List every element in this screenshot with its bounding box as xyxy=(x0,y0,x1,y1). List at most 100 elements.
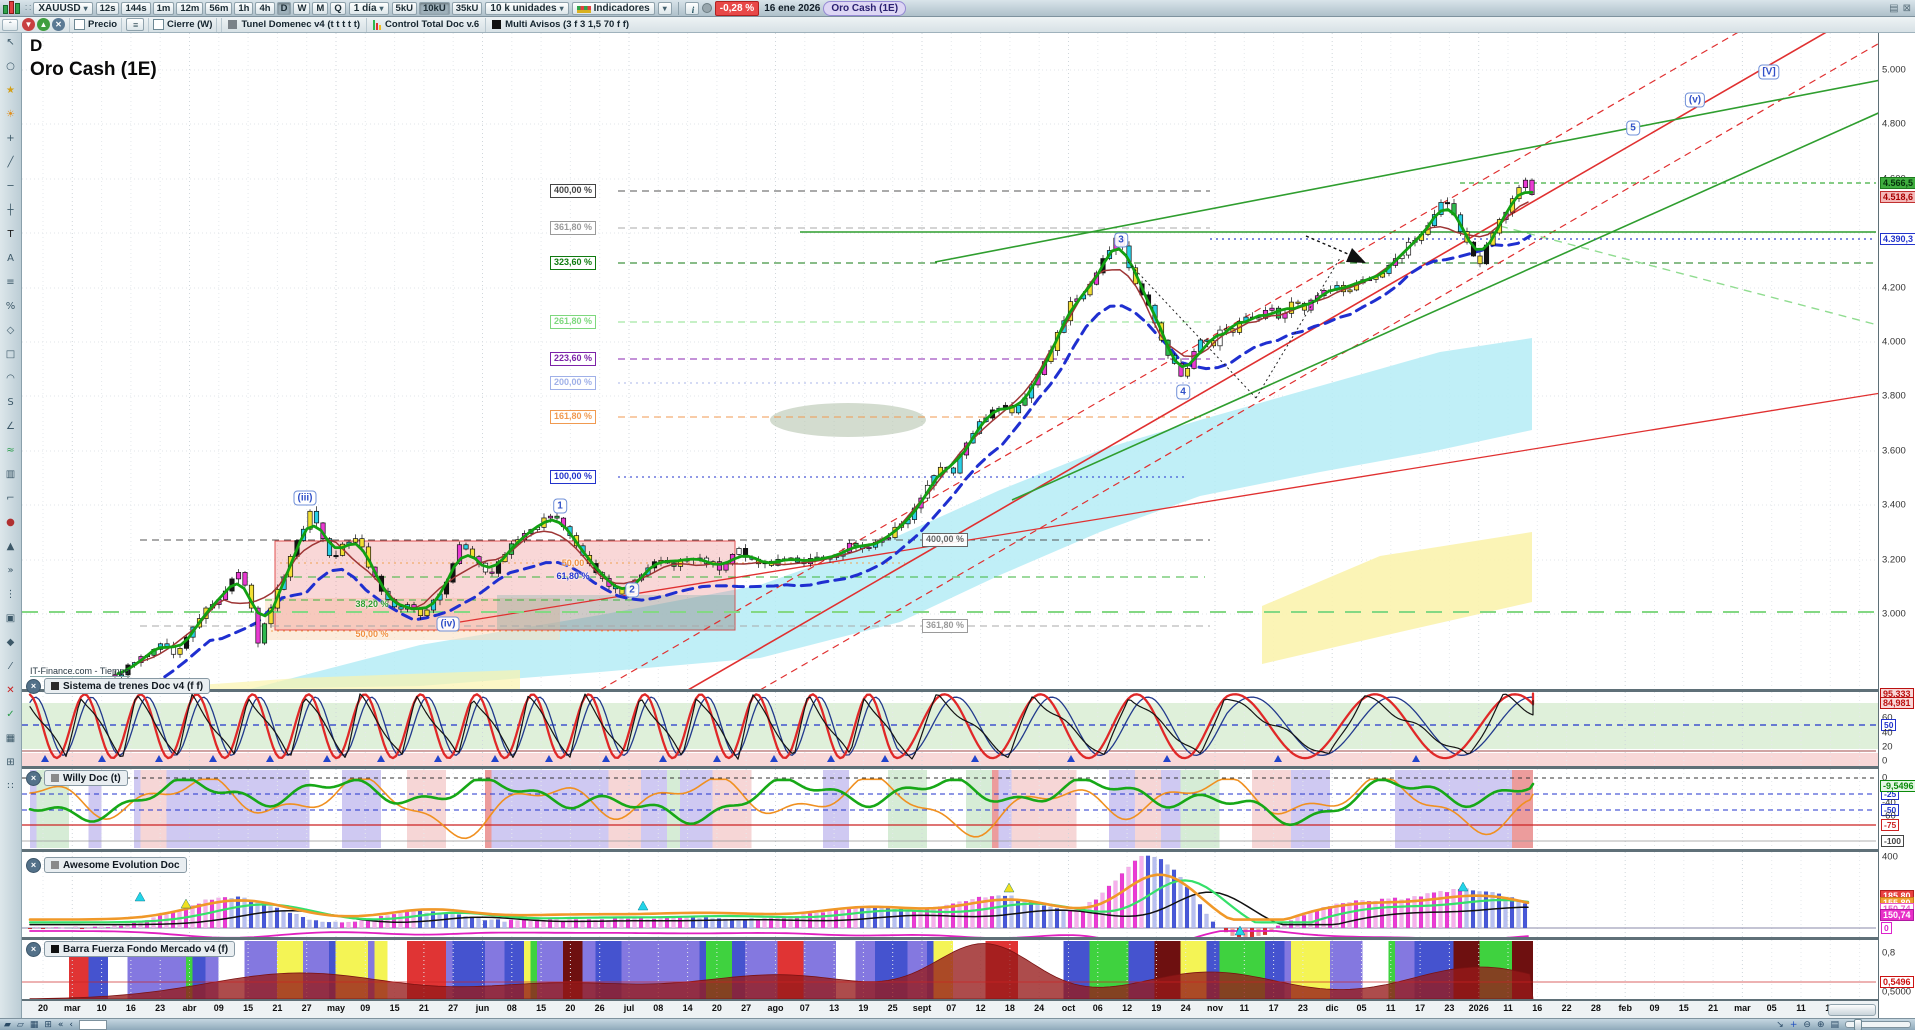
chart-link-icon[interactable]: ▰ xyxy=(4,1019,11,1030)
time-scrollbar-thumb[interactable] xyxy=(1828,1004,1876,1016)
add-indicator-button[interactable]: ▲ xyxy=(37,18,50,31)
shape-diamond-tool-icon[interactable]: ◇ xyxy=(6,325,15,336)
ray-tool-icon[interactable]: ⁄ xyxy=(9,661,12,672)
view-options-icon[interactable]: ▤ xyxy=(1830,1019,1839,1030)
window-icon-0[interactable]: ▤ xyxy=(1889,2,1899,14)
expand-tools-icon[interactable]: » xyxy=(7,565,14,576)
time-axis[interactable]: 20 mar 10 16 23 abr 09 15 21 27 may 09 15 21 27 jun 08 15… xyxy=(22,1001,1878,1018)
close-pane-button[interactable]: × xyxy=(26,857,41,873)
grid-tool-icon[interactable]: ▥ xyxy=(5,469,16,480)
barra-fuerza-pane-canvas[interactable] xyxy=(22,940,1878,999)
zoom-slider[interactable] xyxy=(1845,1019,1911,1030)
crosshair-tool-icon[interactable]: + xyxy=(6,133,15,144)
cross-tool-icon[interactable]: ┼ xyxy=(7,205,14,216)
pane-title-pill[interactable]: Willy Doc (t) xyxy=(44,770,128,786)
indicators-dropdown[interactable]: ▾ xyxy=(657,1,672,15)
timeframe-button-Q[interactable]: Q xyxy=(330,1,346,15)
units-select[interactable]: 10 k unidades ▾ xyxy=(485,1,569,15)
indicators-button[interactable]: Indicadores xyxy=(571,1,655,15)
spiral-tool-icon[interactable]: S xyxy=(7,397,14,408)
window-icon-1[interactable]: ⊠ xyxy=(1902,2,1911,14)
pane-title-pill[interactable]: Sistema de trenes Doc v4 (f f) xyxy=(44,678,211,694)
timeframe-button-12s[interactable]: 12s xyxy=(95,1,120,15)
legend-chip-1[interactable]: Control Total Doc v.6 xyxy=(366,17,485,32)
pane-divider[interactable] xyxy=(22,937,1915,940)
arc-tool-icon[interactable]: ◠ xyxy=(6,373,15,384)
price-axis[interactable]: 5.0004.8004.6004.2004.0003.8003.6003.400… xyxy=(1878,33,1915,1018)
label-tool-icon[interactable]: A xyxy=(7,253,14,264)
triangle-tool-icon[interactable]: ▲ xyxy=(6,541,15,552)
options-icon[interactable]: ∷ xyxy=(7,781,14,792)
scroll-back-button[interactable]: ‹ xyxy=(69,1019,74,1030)
timeframe-button-M[interactable]: M xyxy=(312,1,329,15)
legend-chip-0[interactable]: Tunel Domenec v4 (t t t t t) xyxy=(221,17,366,32)
unit-button-10kU[interactable]: 10kU xyxy=(418,1,450,15)
trendline-tool-icon[interactable]: ╱ xyxy=(7,157,14,168)
unit-button-5kU[interactable]: 5kU xyxy=(391,1,417,15)
pane-divider[interactable] xyxy=(22,849,1915,852)
pane-divider[interactable] xyxy=(22,689,1915,692)
date-label: sept xyxy=(912,1003,932,1013)
close-pane-button[interactable]: × xyxy=(26,770,41,786)
timeframe-button-W[interactable]: W xyxy=(293,1,311,15)
favorite-star-icon[interactable]: ★ xyxy=(6,85,15,96)
collapse-toolbar-button[interactable]: ˆ xyxy=(2,18,18,31)
pane-title-pill[interactable]: Barra Fuerza Fondo Mercado v4 (f) xyxy=(44,941,236,957)
channel-tool-icon[interactable]: ⌐ xyxy=(6,493,15,504)
timeframe-button-4h[interactable]: 4h xyxy=(255,1,275,15)
selection-tool-icon[interactable]: ▣ xyxy=(5,613,16,624)
timeframe-button-1h[interactable]: 1h xyxy=(234,1,254,15)
toolbar-grip[interactable]: ∷ xyxy=(25,2,31,14)
timeframe-button-D[interactable]: D xyxy=(276,1,292,15)
unit-button-35kU[interactable]: 35kU xyxy=(451,1,483,15)
status-input-box[interactable] xyxy=(79,1019,108,1030)
legend-chip-2[interactable]: Multi Avisos (3 f 3 1,5 70 f f) xyxy=(485,17,635,32)
delete-drawing-icon[interactable]: ✕ xyxy=(6,685,15,696)
pivot-tool-icon[interactable]: ◆ xyxy=(6,637,15,648)
text-tool-icon[interactable]: T xyxy=(7,229,14,240)
close-pane-button[interactable]: × xyxy=(26,941,41,957)
scroll-start-button[interactable]: « xyxy=(57,1019,64,1030)
more-tools-icon[interactable]: ⋮ xyxy=(5,589,16,600)
pane-title-pill[interactable]: Awesome Evolution Doc xyxy=(44,857,187,873)
pan-mode-icon[interactable]: ↘ xyxy=(1776,1019,1784,1030)
marker-dot-tool-icon[interactable]: ● xyxy=(6,517,15,528)
timeframe-button-56m[interactable]: 56m xyxy=(205,1,233,15)
clear-button[interactable]: ✕ xyxy=(52,18,65,31)
remove-indicator-button[interactable]: ▼ xyxy=(22,18,35,31)
zoom-out-icon[interactable]: ⊖ xyxy=(1803,1019,1811,1030)
price-checkbox[interactable]: Precio xyxy=(69,17,123,32)
info-button[interactable]: i xyxy=(684,1,699,15)
folder-icon[interactable]: ▱ xyxy=(16,1019,24,1030)
list-settings-button[interactable]: ≡ xyxy=(126,18,145,31)
confirm-icon[interactable]: ✓ xyxy=(6,709,15,720)
pane-divider[interactable] xyxy=(22,766,1915,769)
price-chart-canvas[interactable] xyxy=(22,33,1878,689)
rectangle-tool-icon[interactable]: □ xyxy=(5,349,16,360)
wave-tool-icon[interactable]: ≈ xyxy=(6,445,15,456)
sistema-trenes-pane-canvas[interactable] xyxy=(22,692,1878,766)
new-window-icon[interactable]: ⊞ xyxy=(44,1019,52,1030)
horizontal-line-tool-icon[interactable]: ─ xyxy=(7,181,14,192)
pointer-tool-icon[interactable]: ↖ xyxy=(6,37,15,48)
timeframe-button-1m[interactable]: 1m xyxy=(152,1,175,15)
add-mode-icon[interactable]: + xyxy=(1789,1019,1798,1030)
close-pane-button[interactable]: × xyxy=(26,678,41,694)
awesome-evolution-pane-canvas[interactable] xyxy=(22,852,1878,937)
period-select[interactable]: 1 día ▾ xyxy=(348,1,389,15)
table-export-icon[interactable]: ▦ xyxy=(29,1019,39,1030)
instrument-pill[interactable]: Oro Cash (1E) xyxy=(823,0,907,16)
layout-grid-icon[interactable]: ▦ xyxy=(5,733,16,744)
zoom-in-icon[interactable]: ⊕ xyxy=(1816,1019,1825,1030)
symbol-selector[interactable]: XAUUSD ▾ xyxy=(33,1,93,15)
add-panel-icon[interactable]: ⊞ xyxy=(6,757,15,768)
percent-tool-icon[interactable]: % xyxy=(5,301,16,312)
timeframe-button-144s[interactable]: 144s xyxy=(121,1,151,15)
fibonacci-tool-icon[interactable]: ≡ xyxy=(6,277,15,288)
close-w-checkbox[interactable]: Cierre (W) xyxy=(148,17,218,32)
willy-doc-pane-canvas[interactable] xyxy=(22,769,1878,849)
angle-tool-icon[interactable]: ∠ xyxy=(6,421,15,432)
timeframe-button-12m[interactable]: 12m xyxy=(176,1,204,15)
zoom-tool-icon[interactable]: ○ xyxy=(6,61,15,72)
brightness-icon[interactable]: ☀ xyxy=(6,109,15,120)
